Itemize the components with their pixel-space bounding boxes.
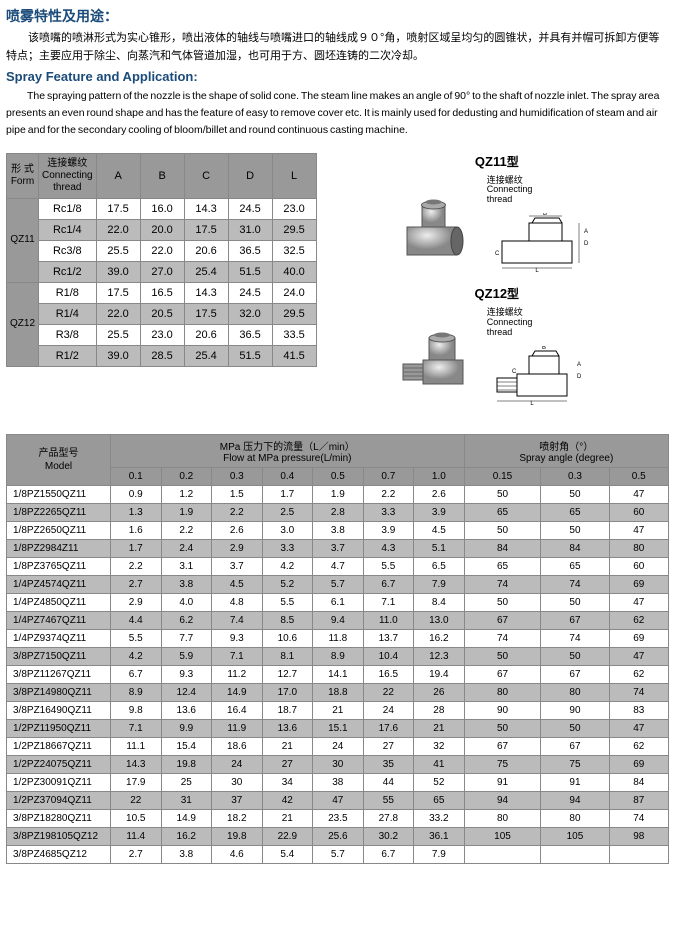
svg-text:A: A [577, 362, 581, 368]
diagram-qz12-wrap: 连接螺纹 Connecting thread L B D A C [487, 308, 597, 412]
svg-text:B: B [543, 213, 547, 217]
svg-text:L: L [530, 401, 534, 406]
diagram-qz11-wrap: 连接螺纹 Connecting thread L B D A C [487, 176, 597, 280]
title-en: Spray Feature and Application: [6, 69, 669, 84]
photo-qz12 [397, 320, 477, 400]
dimension-table: 形 式 Form连接螺纹 Connecting threadABCDLQZ11R… [6, 153, 317, 367]
main-flow-table: 产品型号 ModelMPa 压力下的流量（L／min） Flow at MPa … [6, 434, 669, 864]
mid-section: 形 式 Form连接螺纹 Connecting threadABCDLQZ11R… [6, 153, 669, 412]
paragraph-cn: 该喷嘴的喷淋形式为实心锥形，喷出液体的轴线与喷嘴进口的轴线成９０°角，喷射区域呈… [6, 30, 669, 65]
svg-text:B: B [542, 346, 546, 351]
svg-text:C: C [512, 369, 517, 375]
svg-text:C: C [495, 251, 500, 257]
svg-text:L: L [535, 268, 539, 273]
diagram-caption: 连接螺纹 Connecting thread [487, 176, 597, 206]
photo-qz11 [397, 187, 477, 267]
svg-text:D: D [584, 241, 589, 247]
svg-text:D: D [577, 374, 582, 380]
paragraph-en: The spraying pattern of the nozzle is th… [6, 88, 669, 138]
diagram-qz11: L B D A C [487, 207, 597, 279]
svg-text:A: A [584, 229, 588, 235]
fig-label-qz12: QZ12型 [475, 285, 520, 302]
diagram-qz12: L B D A C [487, 340, 597, 412]
fig-label-qz11: QZ11型 [475, 153, 519, 170]
figures-panel: QZ11型 连接螺纹 Connecting thread [325, 153, 669, 412]
title-cn: 喷雾特性及用途： [6, 6, 669, 26]
diagram-caption-2: 连接螺纹 Connecting thread [487, 308, 597, 338]
